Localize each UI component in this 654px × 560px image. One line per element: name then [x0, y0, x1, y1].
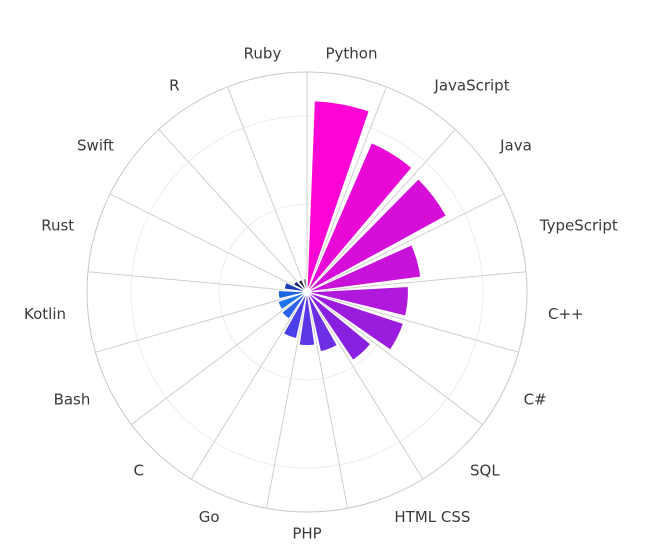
bar-r[interactable]	[297, 279, 308, 293]
category-label-r: R	[169, 77, 179, 95]
category-label-typescript: TypeScript	[539, 216, 618, 234]
bar-typescript[interactable]	[306, 244, 422, 293]
category-label-c-: C#	[524, 390, 547, 408]
grid-layer	[86, 71, 528, 513]
category-label-python: Python	[326, 45, 378, 63]
category-label-javascript: JavaScript	[433, 77, 509, 95]
bar-kotlin[interactable]	[277, 289, 308, 300]
bar-html-css[interactable]	[306, 291, 338, 353]
category-label-go: Go	[199, 508, 220, 526]
bar-c-[interactable]	[306, 291, 405, 351]
radial-gridline	[306, 291, 483, 425]
radial-gridline	[306, 291, 424, 480]
radial-gridline	[306, 193, 505, 293]
category-label-rust: Rust	[41, 216, 74, 234]
bar-python[interactable]	[306, 100, 370, 293]
bar-bash[interactable]	[277, 291, 308, 311]
category-label-java: Java	[499, 137, 532, 155]
category-label-sql: SQL	[470, 461, 500, 479]
radial-gridline	[95, 291, 308, 353]
radial-gridline	[227, 86, 308, 293]
radial-gridline	[190, 291, 308, 480]
radial-gridline	[266, 291, 308, 509]
category-label-c-: C++	[548, 305, 584, 323]
bar-swift[interactable]	[292, 280, 308, 293]
category-label-swift: Swift	[77, 137, 114, 155]
category-label-html-css: HTML CSS	[394, 508, 470, 526]
label-layer: Python JavaScript Java TypeScript C++ C# SQL HT…	[24, 45, 618, 543]
category-label-kotlin: Kotlin	[24, 305, 66, 323]
radial-gridline	[306, 271, 527, 293]
radial-gridline	[306, 291, 519, 353]
category-label-php: PHP	[292, 525, 321, 543]
radial-gridline	[87, 271, 308, 293]
bar-layer	[277, 100, 447, 361]
bar-c-[interactable]	[306, 286, 409, 317]
radial-gridline	[306, 86, 387, 293]
radial-gridline	[109, 193, 308, 293]
bar-rust[interactable]	[283, 281, 308, 293]
category-label-bash: Bash	[54, 390, 91, 408]
bar-c[interactable]	[281, 291, 308, 320]
radial-gridline	[158, 129, 308, 293]
bar-go[interactable]	[282, 291, 308, 340]
bar-ruby[interactable]	[302, 278, 308, 293]
bar-java[interactable]	[306, 178, 447, 293]
category-label-ruby: Ruby	[244, 45, 282, 63]
radial-gridline	[306, 291, 348, 509]
bar-php[interactable]	[298, 291, 316, 347]
category-label-c: C	[134, 461, 144, 479]
radial-gridline	[306, 129, 456, 293]
radial-gridline	[131, 291, 308, 425]
bar-javascript[interactable]	[306, 142, 413, 293]
bar-sql[interactable]	[306, 291, 372, 361]
